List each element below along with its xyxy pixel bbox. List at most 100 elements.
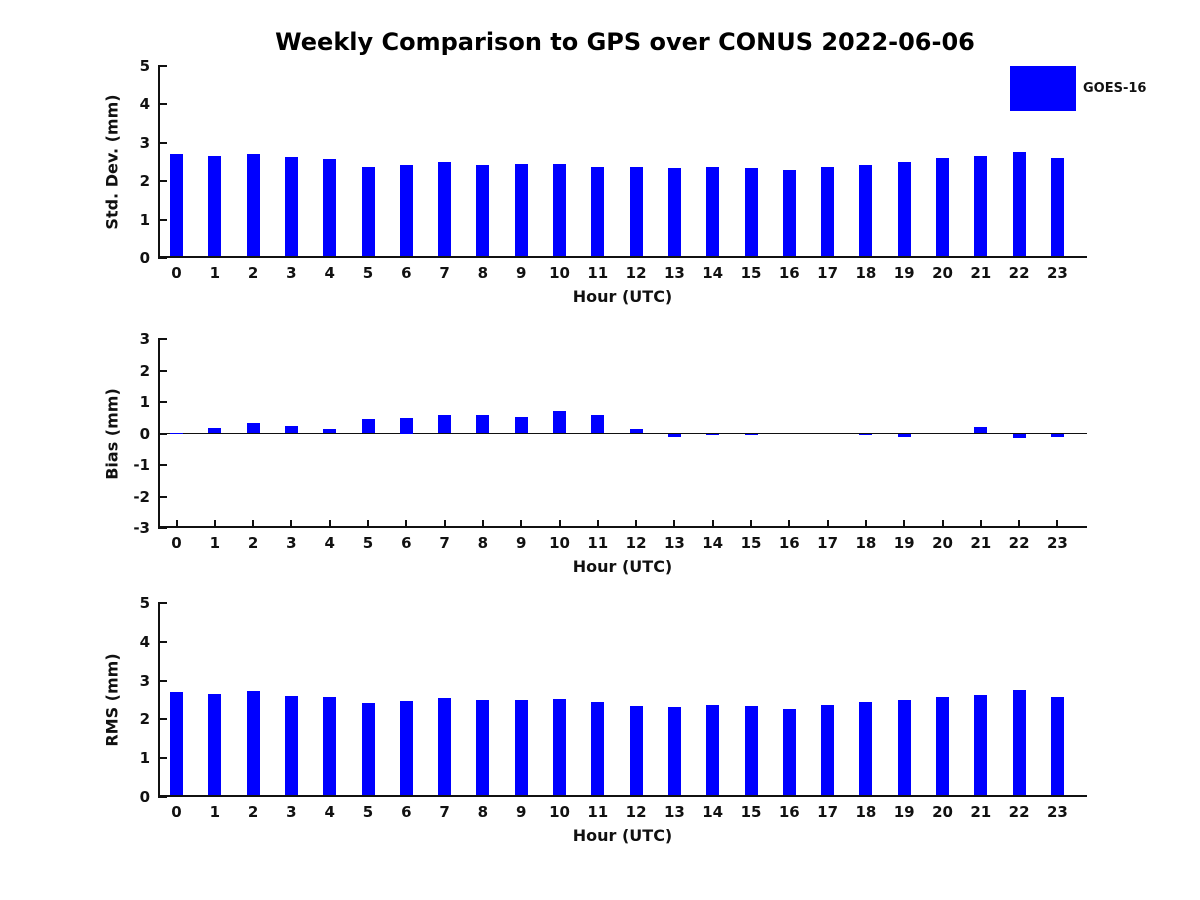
x-tick-label: 2 bbox=[247, 534, 259, 552]
x-tick bbox=[979, 520, 982, 528]
bar bbox=[323, 159, 337, 258]
x-tick-label: 1 bbox=[209, 534, 221, 552]
y-tick bbox=[158, 180, 167, 183]
x-tick-label: 16 bbox=[778, 803, 800, 821]
x-axis-spine bbox=[158, 256, 1087, 258]
chart-std-dev: 0 1 2 3 4 5 0 1 2 3 4 5 6 7 8 9 10 11 12 13 14 15 16 17 18 19 20 21… bbox=[103, 57, 1087, 306]
y-tick bbox=[158, 103, 167, 106]
x-tick bbox=[558, 520, 561, 528]
y-tick bbox=[158, 218, 167, 221]
bar bbox=[974, 155, 988, 258]
bar bbox=[553, 164, 566, 258]
x-tick-label: 3 bbox=[286, 264, 297, 282]
x-tick bbox=[328, 520, 331, 528]
bar bbox=[284, 157, 298, 258]
x-tick bbox=[903, 520, 906, 528]
x-tick bbox=[826, 520, 829, 528]
x-tick bbox=[941, 520, 944, 528]
x-tick-label: 21 bbox=[970, 264, 992, 282]
y-axis-label: RMS (mm) bbox=[102, 653, 122, 747]
x-tick-label: 2 bbox=[247, 803, 259, 821]
x-tick bbox=[1018, 520, 1021, 528]
x-tick bbox=[750, 520, 752, 528]
x-tick-label: 4 bbox=[324, 803, 335, 821]
bar bbox=[782, 708, 796, 797]
x-tick-label: 13 bbox=[663, 264, 685, 282]
x-tick-label: 17 bbox=[817, 264, 839, 282]
bar bbox=[514, 416, 528, 434]
bar bbox=[1012, 689, 1026, 797]
bar bbox=[591, 415, 605, 434]
x-tick-label: 10 bbox=[549, 534, 570, 552]
bar bbox=[476, 414, 490, 434]
x-tick-label: 23 bbox=[1046, 534, 1068, 552]
x-tick bbox=[864, 520, 867, 528]
y-tick-label: 1 bbox=[139, 749, 150, 768]
y-tick-label: 1 bbox=[139, 393, 150, 411]
bar bbox=[629, 428, 643, 434]
bar bbox=[514, 163, 528, 258]
y-tick bbox=[158, 464, 167, 466]
x-tick-label: 8 bbox=[477, 803, 489, 821]
x-tick-label: 12 bbox=[625, 534, 647, 552]
x-tick-label: 6 bbox=[401, 534, 412, 552]
x-tick-label: 7 bbox=[439, 264, 450, 282]
bar bbox=[1050, 433, 1064, 437]
x-tick-label: 18 bbox=[855, 803, 877, 821]
x-tick-label: 14 bbox=[702, 534, 724, 552]
x-tick bbox=[213, 520, 216, 528]
x-axis-spine bbox=[158, 526, 1087, 528]
y-tick bbox=[158, 602, 167, 604]
y-tick bbox=[158, 65, 167, 67]
bar bbox=[399, 701, 413, 797]
x-tick bbox=[443, 520, 446, 528]
x-tick-label: 14 bbox=[702, 803, 724, 821]
x-tick-label: 1 bbox=[209, 803, 221, 821]
y-tick-label: 2 bbox=[139, 172, 150, 191]
bar bbox=[476, 165, 490, 258]
x-tick bbox=[290, 520, 293, 528]
bar bbox=[706, 433, 720, 436]
y-tick-label: -1 bbox=[133, 456, 150, 474]
y-tick-label: 0 bbox=[139, 424, 150, 443]
x-tick-label: 9 bbox=[515, 264, 527, 282]
bar bbox=[897, 700, 911, 797]
chart-title: Weekly Comparison to GPS over CONUS 2022… bbox=[275, 28, 975, 56]
bar bbox=[284, 696, 298, 797]
bar bbox=[821, 705, 835, 797]
x-tick-label: 7 bbox=[439, 534, 450, 552]
x-tick-label: 20 bbox=[932, 803, 953, 821]
bar bbox=[936, 696, 949, 797]
zero-line bbox=[158, 433, 1087, 434]
bar bbox=[246, 423, 260, 434]
x-axis-label: Hour (UTC) bbox=[572, 287, 673, 306]
x-tick-label: 12 bbox=[625, 264, 647, 282]
x-tick-label: 2 bbox=[247, 264, 259, 282]
bar bbox=[744, 705, 758, 797]
bar bbox=[208, 694, 222, 797]
x-tick-label: 0 bbox=[171, 534, 182, 552]
x-tick-label: 7 bbox=[439, 803, 450, 821]
y-tick-label: 3 bbox=[139, 671, 150, 690]
bar bbox=[553, 411, 566, 434]
bar bbox=[667, 706, 681, 797]
y-axis-label: Bias (mm) bbox=[102, 387, 122, 480]
x-tick-label: 13 bbox=[663, 534, 685, 552]
x-tick-label: 1 bbox=[209, 264, 221, 282]
y-tick bbox=[158, 796, 167, 798]
y-tick-label: -2 bbox=[133, 487, 150, 506]
bar bbox=[399, 417, 413, 434]
x-tick-label: 4 bbox=[324, 264, 335, 282]
x-tick-label: 4 bbox=[324, 534, 335, 552]
x-tick-label: 0 bbox=[171, 803, 182, 821]
bar bbox=[1012, 151, 1026, 258]
chart-rms: 0 1 2 3 4 5 0 1 2 3 4 5 6 7 8 9 10 11 12 13 14 15 16 17 18 19 20 21… bbox=[103, 594, 1087, 845]
y-tick-label: 1 bbox=[139, 210, 150, 229]
bar bbox=[821, 166, 835, 258]
bar bbox=[361, 703, 375, 797]
bar bbox=[170, 432, 183, 434]
x-tick-label: 19 bbox=[893, 534, 915, 552]
bar bbox=[399, 164, 413, 258]
bar bbox=[629, 705, 643, 797]
bar bbox=[361, 419, 375, 434]
